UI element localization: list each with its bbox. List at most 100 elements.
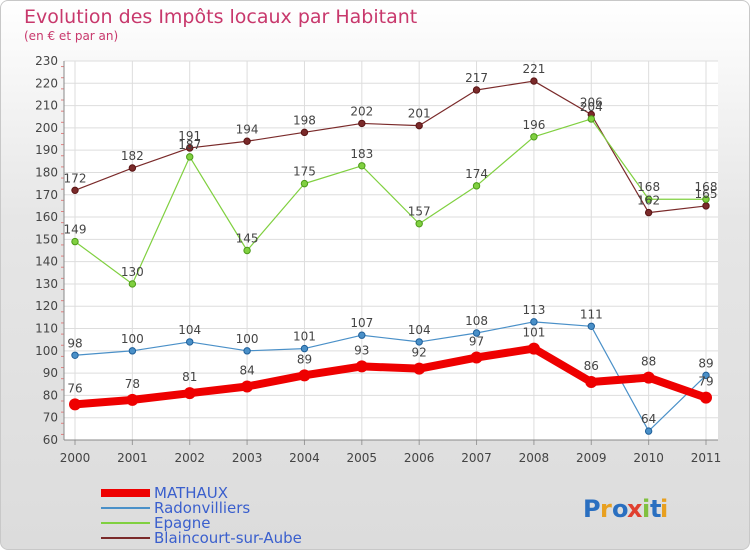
- x-tick-label: 2002: [174, 451, 205, 465]
- data-point: [71, 351, 79, 359]
- data-label: 172: [64, 171, 87, 185]
- y-tick-label: 190: [35, 143, 58, 157]
- data-point: [644, 195, 653, 203]
- data-label: 183: [350, 147, 373, 161]
- data-label: 93: [354, 343, 369, 357]
- data-point: [642, 371, 655, 384]
- data-point: [530, 77, 538, 85]
- data-label: 97: [469, 335, 484, 349]
- data-label: 149: [64, 223, 87, 237]
- data-label: 162: [637, 194, 660, 208]
- x-tick-label: 2001: [117, 451, 148, 465]
- x-tick-label: 2009: [576, 451, 607, 465]
- x-tick-label: 2008: [519, 451, 550, 465]
- y-tick-label: 120: [35, 299, 58, 313]
- data-point: [530, 133, 538, 141]
- data-label: 101: [293, 330, 316, 344]
- y-tick-label: 220: [35, 76, 58, 90]
- data-label: 78: [125, 377, 140, 391]
- y-tick-label: 80: [43, 388, 58, 402]
- series-line-Epagne: [74, 118, 707, 285]
- y-tick-label: 140: [35, 255, 58, 269]
- data-point: [644, 427, 653, 435]
- data-label: 100: [121, 332, 144, 346]
- data-point: [69, 398, 81, 411]
- data-point: [300, 344, 309, 353]
- data-label: 111: [580, 307, 603, 321]
- x-tick-label: 2005: [347, 451, 378, 465]
- y-tick-label: 130: [35, 277, 58, 291]
- data-point: [183, 387, 196, 400]
- data-point: [470, 351, 483, 364]
- y-tick-label: 170: [35, 188, 58, 202]
- y-tick-label: 200: [35, 121, 58, 135]
- x-tick-label: 2003: [232, 451, 263, 465]
- data-label: 76: [67, 381, 82, 395]
- data-point: [243, 246, 251, 255]
- x-tick-label: 2007: [461, 451, 492, 465]
- legend: MATHAUXRadonvilliersEpagneBlaincourt-sur…: [101, 484, 302, 547]
- data-label: 201: [408, 107, 431, 121]
- data-point: [472, 329, 481, 337]
- data-point: [530, 318, 538, 326]
- data-label: 107: [350, 316, 373, 330]
- logo-letter: x: [627, 495, 643, 523]
- legend-label: MATHAUX: [154, 484, 228, 502]
- data-label: 191: [178, 129, 201, 143]
- data-label: 81: [182, 370, 197, 384]
- data-point: [415, 121, 423, 130]
- data-label: 104: [178, 323, 201, 337]
- data-label: 198: [293, 113, 316, 127]
- data-point: [587, 322, 595, 330]
- legend-label: Blaincourt-sur-Aube: [154, 529, 302, 547]
- data-point: [300, 128, 309, 137]
- data-label: 145: [236, 232, 259, 246]
- chart-subtitle: (en € et par an): [24, 29, 118, 43]
- data-point: [472, 86, 481, 94]
- y-tick-label: 100: [35, 344, 58, 358]
- data-point: [126, 393, 139, 406]
- data-label: 174: [465, 167, 488, 181]
- logo-letter: r: [600, 495, 612, 523]
- data-label: 108: [465, 314, 488, 328]
- x-tick-label: 2010: [633, 451, 664, 465]
- y-tick-label: 110: [35, 322, 58, 336]
- data-point: [415, 220, 423, 228]
- data-label: 84: [239, 363, 254, 377]
- data-point: [71, 186, 79, 195]
- legend-label: Epagne: [154, 514, 210, 532]
- data-label: 194: [236, 122, 259, 136]
- data-label: 86: [584, 359, 599, 373]
- y-tick-label: 210: [35, 99, 58, 113]
- data-label: 89: [698, 356, 713, 370]
- series-line-Blaincourt-sur-Aube: [74, 80, 707, 214]
- x-tick-label: 2004: [289, 451, 320, 465]
- y-tick-label: 150: [35, 232, 58, 246]
- data-point: [243, 347, 251, 355]
- data-label: 100: [236, 332, 259, 346]
- logo-letter: o: [612, 495, 629, 523]
- data-label: 182: [121, 149, 144, 163]
- data-point: [186, 144, 194, 152]
- data-label: 206: [580, 96, 603, 110]
- data-point: [700, 391, 712, 404]
- series-line-MATHAUX: [71, 344, 710, 409]
- plot-area: 60 70 80 90 100 110 120 130 140 150 160 170 180 190 20…: [35, 54, 721, 465]
- data-label: 92: [412, 346, 427, 360]
- data-point: [243, 137, 251, 145]
- data-label: 165: [695, 187, 718, 201]
- data-label: 89: [297, 352, 312, 366]
- data-point: [702, 371, 710, 380]
- logo-letter: P: [583, 495, 601, 523]
- y-tick-label: 90: [43, 366, 58, 380]
- data-label: 196: [522, 118, 545, 132]
- data-point: [587, 115, 595, 123]
- data-label: 157: [408, 205, 431, 219]
- data-label: 130: [121, 265, 144, 279]
- data-label: 113: [522, 303, 545, 317]
- data-point: [702, 195, 710, 203]
- data-point: [128, 280, 137, 288]
- data-point: [702, 202, 710, 210]
